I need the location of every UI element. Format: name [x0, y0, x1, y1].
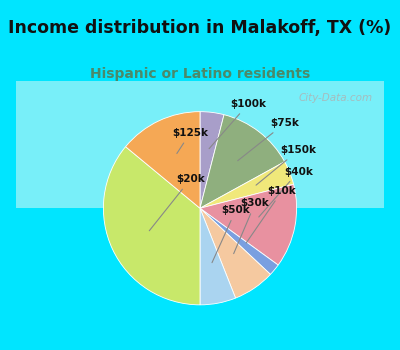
Wedge shape — [200, 115, 285, 208]
Text: $30k: $30k — [234, 198, 270, 254]
Wedge shape — [200, 208, 236, 305]
Wedge shape — [126, 112, 200, 208]
Text: City-Data.com: City-Data.com — [299, 93, 373, 103]
Text: Hispanic or Latino residents: Hispanic or Latino residents — [90, 67, 310, 81]
Wedge shape — [104, 147, 200, 305]
Text: $50k: $50k — [212, 205, 250, 262]
Text: $20k: $20k — [149, 174, 205, 231]
Text: $100k: $100k — [209, 99, 266, 149]
Wedge shape — [200, 112, 224, 208]
Wedge shape — [200, 208, 270, 298]
Text: $10k: $10k — [246, 186, 296, 243]
Wedge shape — [200, 208, 278, 274]
Text: $125k: $125k — [172, 128, 208, 154]
Wedge shape — [200, 162, 294, 208]
Bar — [16, 80, 384, 208]
Text: $75k: $75k — [238, 118, 300, 161]
Text: $40k: $40k — [259, 167, 313, 217]
Text: Income distribution in Malakoff, TX (%): Income distribution in Malakoff, TX (%) — [8, 19, 392, 37]
Text: $150k: $150k — [256, 145, 316, 185]
Wedge shape — [200, 184, 296, 265]
